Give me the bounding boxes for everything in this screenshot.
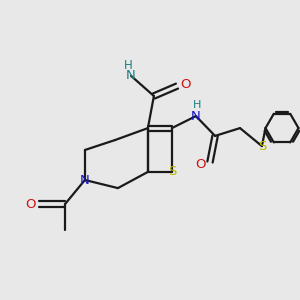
Text: N: N — [191, 110, 201, 123]
Text: O: O — [25, 197, 36, 211]
Text: S: S — [258, 140, 266, 153]
Text: N: N — [126, 69, 136, 82]
Text: H: H — [193, 100, 202, 110]
Text: O: O — [196, 158, 206, 172]
Text: H: H — [124, 59, 133, 72]
Text: S: S — [168, 165, 176, 178]
Text: O: O — [180, 78, 191, 91]
Text: N: N — [80, 173, 90, 187]
